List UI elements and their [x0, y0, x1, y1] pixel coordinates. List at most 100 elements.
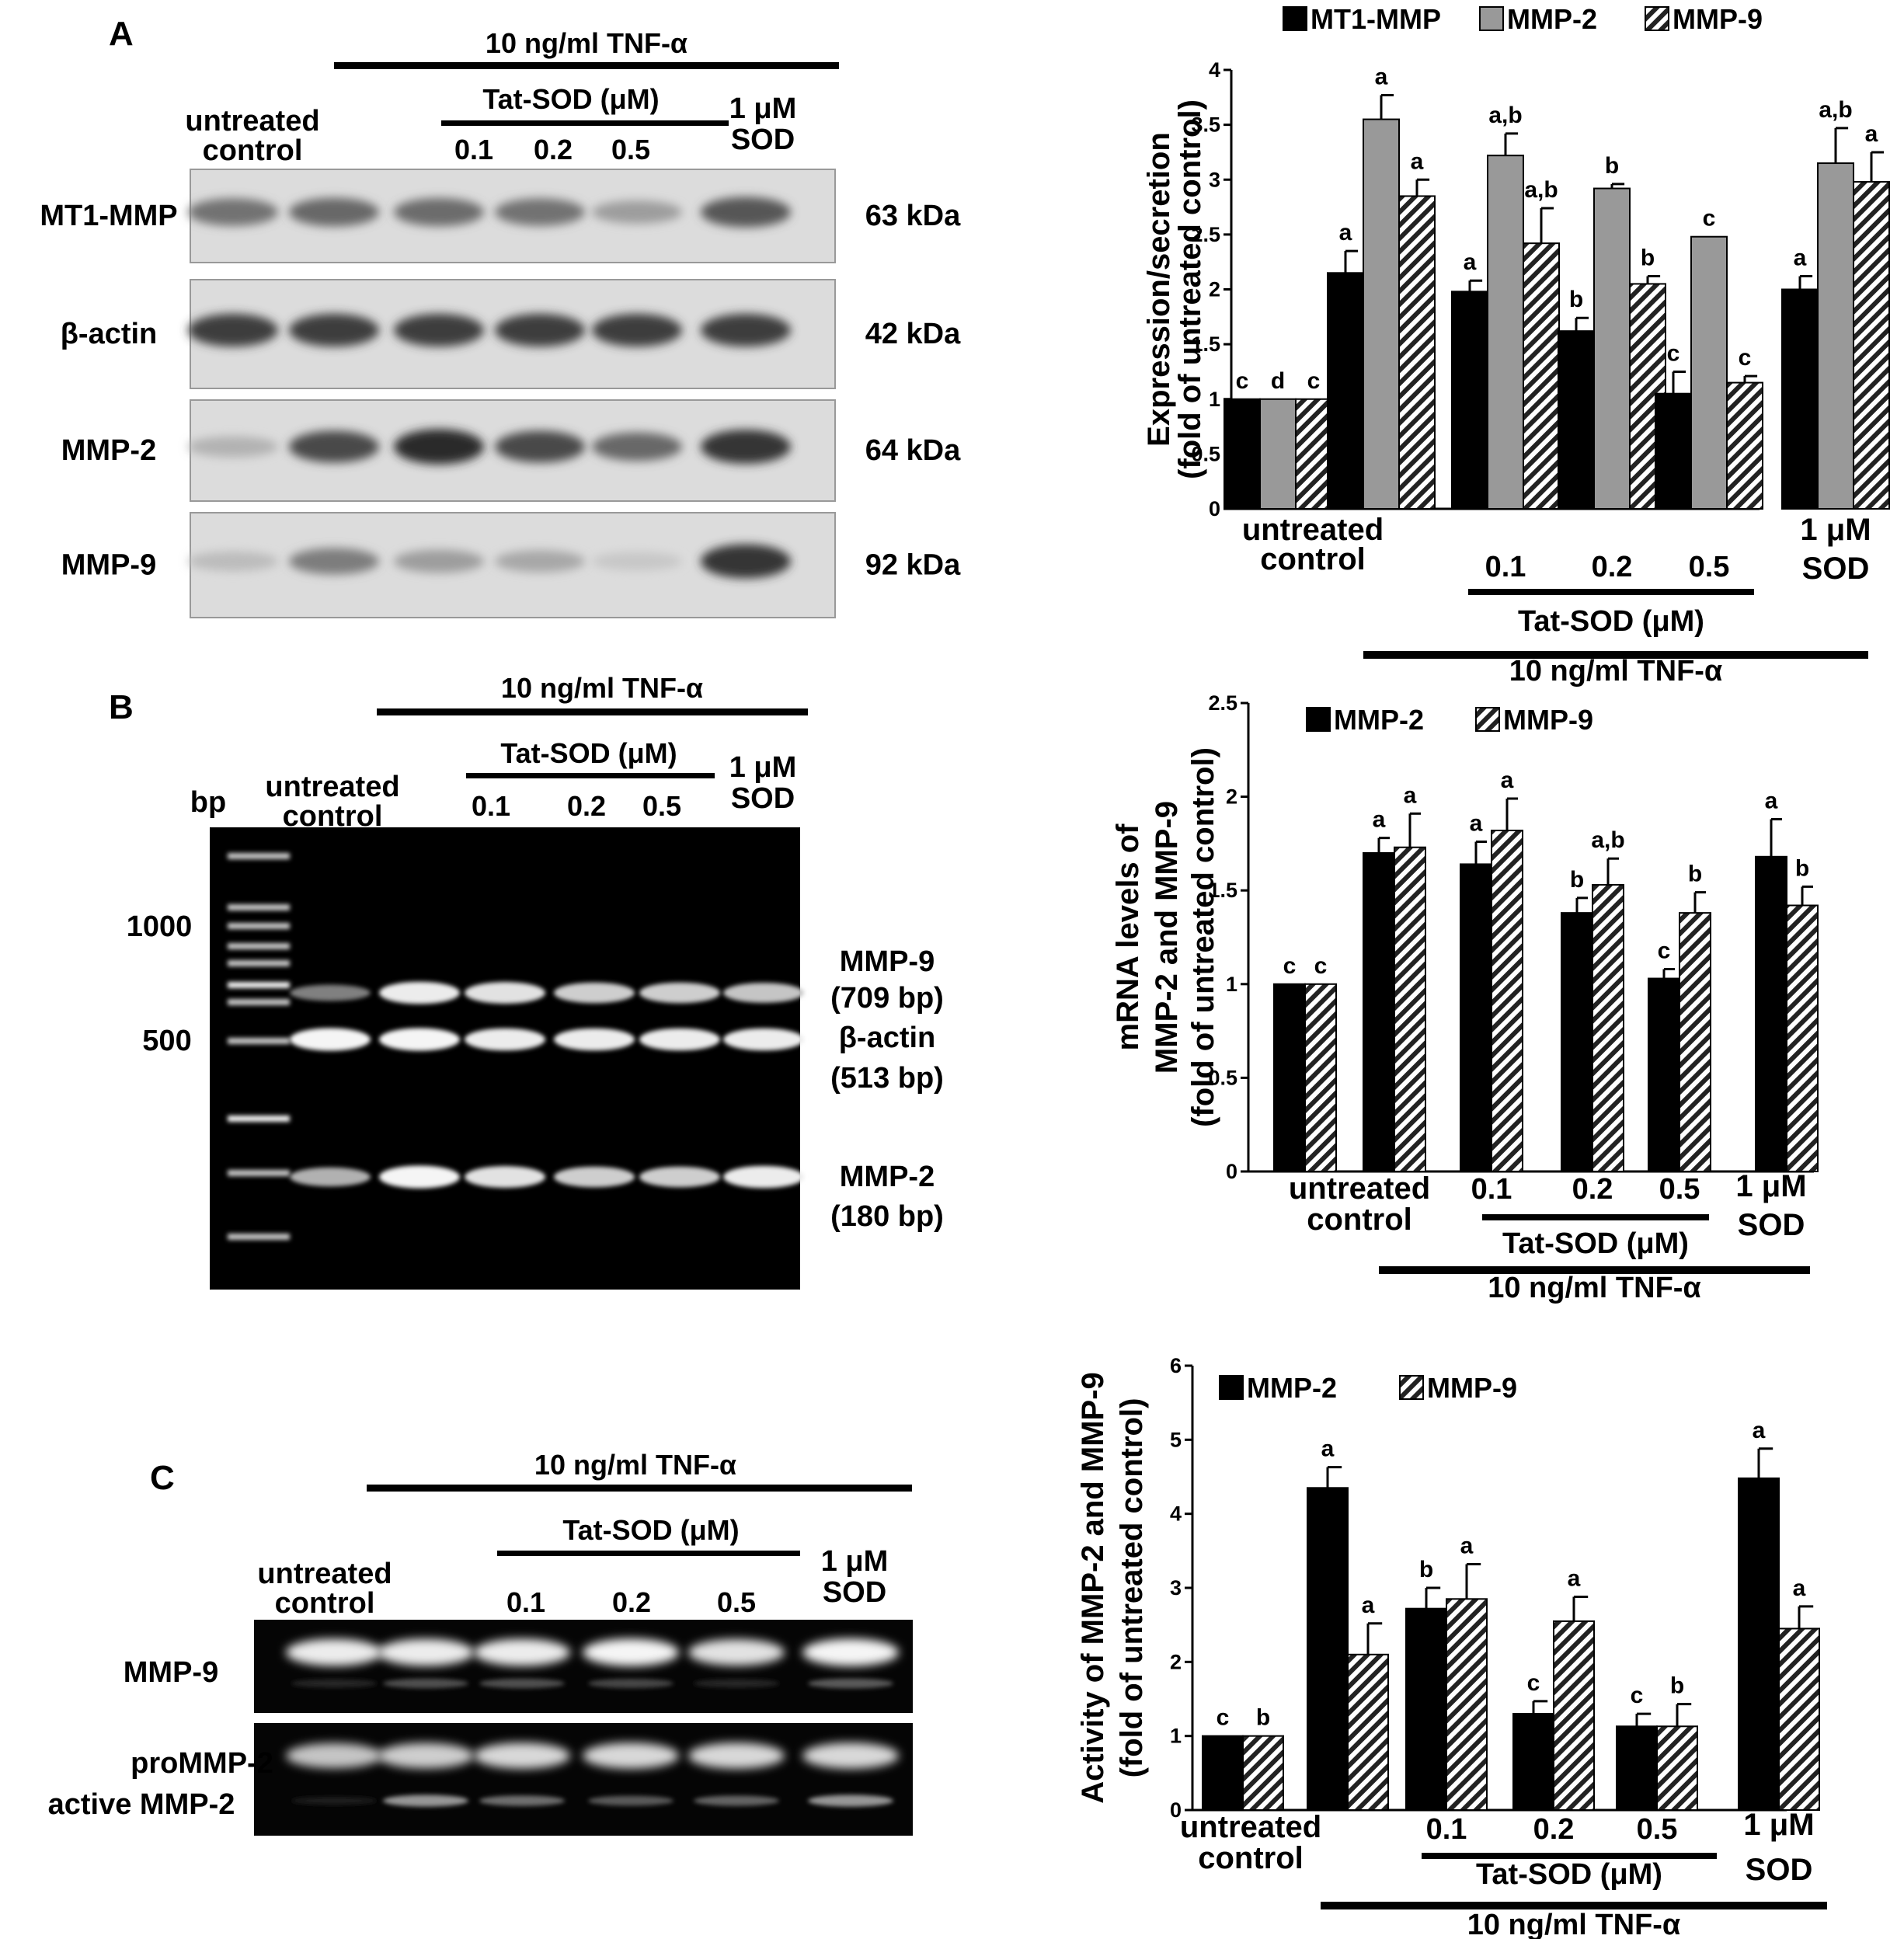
ladder-band	[228, 1234, 290, 1240]
agarose-gel	[210, 827, 800, 1290]
y-tick-label: 3	[1170, 1576, 1182, 1600]
blot-row-label: β-actin	[61, 318, 158, 350]
significance-letter: a	[1470, 810, 1483, 836]
zymogram-pro-band	[583, 1742, 679, 1769]
y-tick-label: 0.5	[1208, 1066, 1237, 1089]
ladder-band	[228, 904, 290, 910]
significance-letter: c	[1217, 1705, 1230, 1731]
significance-letter: c	[1631, 1683, 1644, 1708]
zymogram-active-band	[694, 1679, 779, 1688]
blot-size-label: 63 kDa	[865, 200, 961, 232]
gel-band	[290, 1167, 371, 1187]
category-label: untreated	[1180, 1810, 1321, 1844]
bar	[1304, 983, 1337, 1173]
blot-row-label: MT1-MMP	[40, 200, 177, 232]
bar-chart-A: 0 0.5 1 1.5 2 2.5 3 3.5 4 Expression/secretion(fo…	[1142, 3, 1890, 688]
bar	[1781, 288, 1819, 510]
significance-letter: a,b	[1819, 97, 1852, 123]
dose-label: 0.1	[472, 790, 510, 822]
zymogram-pro-band	[474, 1638, 570, 1666]
significance-letter: b	[1688, 862, 1702, 887]
tatsod-label: Tat-SOD (μM)	[500, 737, 677, 769]
ladder-band	[228, 923, 290, 929]
sod-label: 1 μM	[821, 1545, 889, 1578]
blot-band	[701, 197, 791, 228]
gel-band	[465, 982, 545, 1004]
ladder-unit: bp	[190, 786, 226, 819]
blot-band	[188, 436, 278, 458]
ladder-band	[228, 982, 290, 988]
gel-band-label: (709 bp)	[830, 982, 944, 1015]
bar	[1398, 195, 1436, 510]
ladder-band	[228, 960, 290, 966]
category-label: SOD	[1802, 552, 1870, 586]
significance-letter: d	[1271, 368, 1285, 394]
bar	[1446, 1598, 1488, 1812]
legend-label: MMP-9	[1427, 1372, 1517, 1404]
zymogram-active-band	[383, 1678, 468, 1689]
significance-letter: a,b	[1488, 103, 1522, 128]
tnf-bar	[1363, 651, 1868, 659]
bar	[1726, 381, 1763, 510]
significance-letter: b	[1569, 287, 1583, 312]
gel-band	[379, 1165, 460, 1189]
bar	[1273, 983, 1306, 1173]
untreated-label: untreated	[265, 771, 399, 803]
significance-letter: b	[1419, 1557, 1433, 1582]
category-label: untreated	[1289, 1171, 1430, 1206]
legend-label: MT1-MMP	[1311, 3, 1441, 35]
significance-letter: a	[1865, 121, 1878, 147]
bar	[1242, 1735, 1284, 1812]
bar	[1648, 977, 1680, 1172]
y-tick-label: 2.5	[1208, 691, 1237, 715]
blot-band	[188, 198, 278, 226]
zymogram-active-band	[291, 1796, 377, 1805]
gel-band-label: (513 bp)	[830, 1062, 944, 1095]
legend-label: MMP-2	[1334, 704, 1424, 736]
zymogram-pro-band	[286, 1638, 382, 1666]
blot-row-label: MMP-2	[61, 434, 156, 467]
zymogram-pro-band	[286, 1742, 382, 1769]
dose-label: 0.5	[642, 790, 681, 822]
blot-size-label: 42 kDa	[865, 318, 961, 350]
gel-band	[379, 1028, 460, 1051]
bar	[1553, 1620, 1595, 1811]
significance-letter: a	[1568, 1565, 1581, 1591]
ladder-mark: 500	[142, 1025, 191, 1057]
blot-band	[495, 550, 585, 573]
gel-band	[723, 1165, 804, 1189]
bar	[1558, 330, 1595, 510]
significance-letter: a,b	[1524, 177, 1558, 203]
bar	[1307, 1487, 1349, 1812]
category-label: 0.1	[1426, 1813, 1467, 1846]
gel-band-label: MMP-9	[840, 945, 935, 978]
zymogram-active-band	[694, 1795, 779, 1806]
gel-band	[465, 1166, 545, 1188]
blot-band	[701, 313, 791, 347]
category-label: 0.5	[1659, 1173, 1700, 1206]
gel-band	[554, 982, 635, 1004]
bar	[1363, 851, 1395, 1172]
ladder-band	[228, 853, 290, 859]
category-label: untreated	[1242, 513, 1384, 547]
category-label: 0.2	[1572, 1173, 1613, 1206]
zymogram-active-band	[479, 1678, 565, 1689]
blot-band	[289, 313, 379, 347]
significance-letter: a	[1753, 1418, 1766, 1443]
y-tick-label: 0	[1170, 1798, 1182, 1822]
legend-swatch	[1645, 6, 1669, 31]
legend-swatch	[1219, 1375, 1244, 1400]
significance-letter: c	[1236, 368, 1249, 394]
tnf-label: 10 ng/ml TNF-α	[1509, 655, 1723, 688]
blot-band	[592, 200, 682, 224]
bar	[1394, 846, 1426, 1172]
category-label: 0.2	[1592, 551, 1633, 583]
legend-swatch	[1475, 707, 1500, 732]
y-tick-label: 1	[1209, 388, 1220, 411]
y-tick-label: 1.5	[1191, 332, 1220, 356]
significance-letter: a	[1794, 245, 1807, 271]
y-tick-label: 2.5	[1191, 223, 1220, 246]
y-axis-label: Activity of MMP-2 and MMP-9	[1076, 1372, 1110, 1804]
y-tick-label: 4	[1209, 58, 1220, 82]
